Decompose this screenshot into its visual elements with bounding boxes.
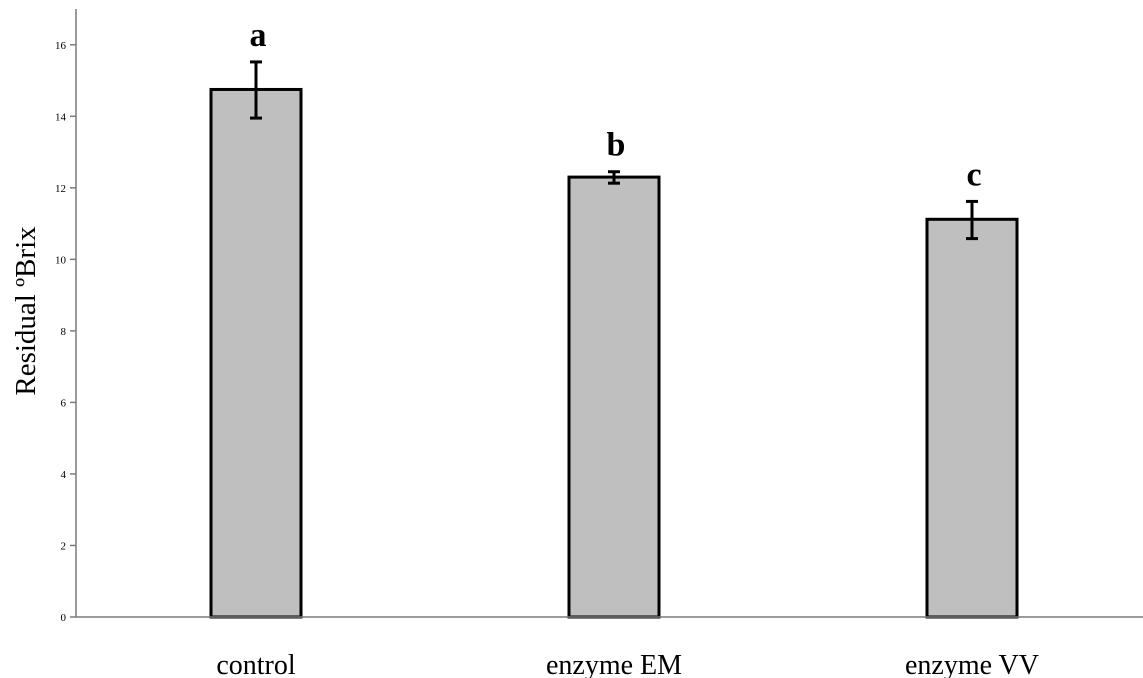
- error-bars: [250, 60, 978, 241]
- y-tick-label: 16: [55, 40, 67, 52]
- bars: [209, 87, 1019, 619]
- x-category-label: enzyme EM: [546, 650, 682, 678]
- y-axis-title: Residual ºBrix: [10, 226, 42, 396]
- x-category-label: enzyme VV: [905, 650, 1039, 678]
- significance-letter: a: [250, 17, 267, 54]
- y-axis-title-group: Residual ºBrix: [10, 226, 42, 396]
- y-ticks: 0 2 4 6 8 10 12 14 16: [55, 40, 76, 624]
- significance-letter: b: [607, 127, 626, 164]
- y-tick-label: 14: [55, 111, 67, 123]
- bar-enzyme-vv: [925, 217, 1019, 619]
- y-tick-label: 0: [61, 612, 67, 624]
- y-tick-label: 6: [61, 397, 67, 409]
- y-tick-label: 4: [61, 469, 67, 481]
- significance-letters: a b c: [250, 17, 982, 193]
- y-tick-label: 10: [55, 254, 67, 266]
- y-tick-label: 8: [61, 326, 67, 338]
- x-category-label: control: [216, 650, 296, 678]
- bar-enzyme-em: [567, 175, 661, 619]
- category-labels: control enzyme EM enzyme VV: [216, 650, 1039, 678]
- y-tick-label: 2: [61, 540, 67, 552]
- bar-control: [209, 87, 303, 619]
- y-tick-label: 12: [55, 183, 66, 195]
- significance-letter: c: [966, 156, 981, 193]
